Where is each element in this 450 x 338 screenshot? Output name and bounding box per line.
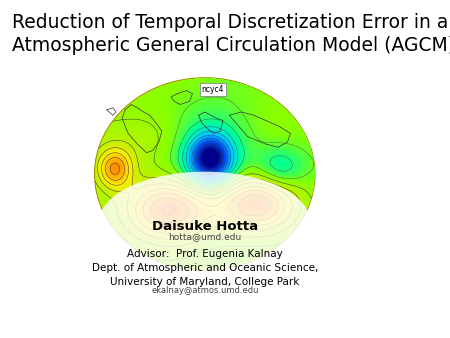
Point	[0, 335, 4, 338]
Text: ekalnay@atmos.umd.edu: ekalnay@atmos.umd.edu	[151, 286, 258, 295]
Point	[0, 335, 4, 338]
Point	[0, 335, 4, 338]
Ellipse shape	[99, 172, 310, 273]
Point	[0, 335, 4, 338]
Point	[0, 335, 4, 338]
Point	[0, 335, 4, 338]
Point	[0, 335, 4, 338]
Ellipse shape	[94, 78, 315, 270]
Point	[0, 335, 4, 338]
Text: Daisuke Hotta: Daisuke Hotta	[152, 220, 258, 233]
Point	[0, 335, 4, 338]
Point	[0, 335, 4, 338]
Text: Advisor:  Prof. Eugenia Kalnay
Dept. of Atmospheric and Oceanic Science,
Univers: Advisor: Prof. Eugenia Kalnay Dept. of A…	[91, 249, 318, 287]
Point	[0, 335, 4, 338]
Point	[0, 335, 4, 338]
Point	[0, 335, 4, 338]
Text: ncyc4: ncyc4	[202, 85, 224, 94]
Text: Reduction of Temporal Discretization Error in an
Atmospheric General Circulation: Reduction of Temporal Discretization Err…	[12, 13, 450, 55]
Text: hotta@umd.edu: hotta@umd.edu	[168, 232, 241, 241]
Point	[0, 335, 4, 338]
Point	[0, 335, 4, 338]
Point	[0, 335, 4, 338]
Point	[0, 335, 4, 338]
Point	[0, 335, 4, 338]
